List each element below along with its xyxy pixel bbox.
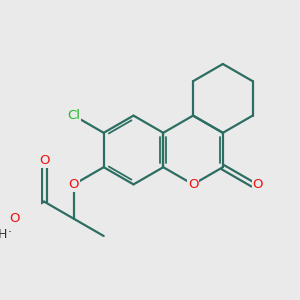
Text: ·: · (8, 226, 12, 239)
Text: O: O (39, 154, 50, 167)
Text: O: O (253, 178, 263, 191)
Text: O: O (69, 178, 79, 191)
Text: O: O (188, 178, 198, 191)
Text: Cl: Cl (68, 109, 80, 122)
Text: H: H (0, 228, 7, 241)
Text: O: O (9, 212, 20, 225)
